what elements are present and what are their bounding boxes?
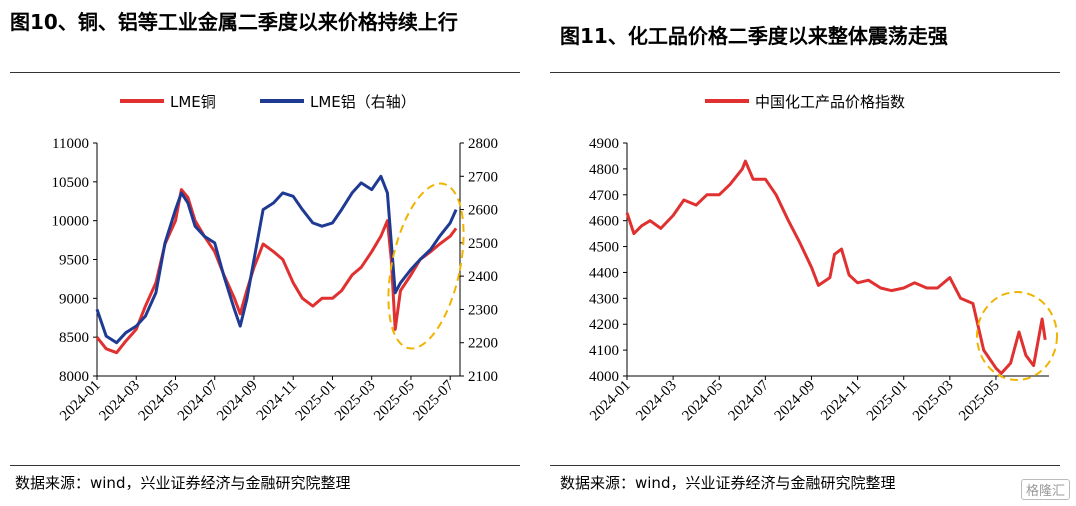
left-source-note: 数据来源：wind，兴业证券经济与金融研究院整理 [15, 474, 351, 492]
left-ytick-left-label: 8000 [59, 369, 89, 385]
left-chart-panel: 图10、铜、铝等工业金属二季度以来价格持续上行 8000 8500 9000 9500… [0, 0, 530, 506]
right-ytick-left-label: 4200 [589, 317, 619, 333]
left-ytick-right-label: 2700 [468, 169, 498, 185]
left-legend-label-0: LME铜 [170, 93, 216, 111]
right-highlight-ellipse [976, 291, 1058, 381]
left-ytick-right-label: 2100 [468, 369, 498, 385]
left-source-rule [10, 465, 520, 466]
right-xtick-label: 2024-09 [772, 378, 819, 425]
left-xtick-label: 2025-07 [410, 377, 457, 424]
right-xtick-label: 2024-03 [633, 378, 680, 425]
right-ytick-left-label: 4600 [589, 214, 619, 230]
left-ytick-left-label: 9500 [59, 253, 89, 269]
right-ytick-left-label: 4300 [589, 291, 619, 307]
right-source-note: 数据来源：wind，兴业证券经济与金融研究院整理 [560, 474, 896, 492]
left-chart-title: 图10、铜、铝等工业金属二季度以来价格持续上行 [10, 10, 458, 34]
left-xtick-label: 2024-03 [96, 378, 143, 425]
right-xtick-label: 2025-01 [864, 378, 911, 425]
right-chart-title: 图11、化工品价格二季度以来整体震荡走强 [560, 24, 948, 48]
watermark-logo: 格隆汇 [1020, 479, 1070, 500]
left-ytick-left-label: 8500 [59, 330, 89, 346]
left-xtick-label: 2025-01 [293, 378, 340, 425]
left-series-line-1 [95, 174, 458, 345]
left-title-rule [10, 72, 520, 73]
left-highlight-ellipse [387, 182, 465, 350]
right-xtick-label: 2025-03 [910, 378, 957, 425]
left-ytick-right-label: 2800 [468, 136, 498, 152]
right-ytick-left-label: 4000 [589, 369, 619, 385]
right-ytick-left-label: 4800 [589, 162, 619, 178]
left-xtick-label: 2024-05 [136, 378, 183, 425]
left-xtick-label: 2024-07 [175, 377, 222, 424]
left-ytick-right-label: 2200 [468, 336, 498, 352]
right-xtick-label: 2024-11 [818, 378, 864, 424]
right-ytick-left-label: 4100 [589, 343, 619, 359]
left-ytick-left-label: 10000 [52, 214, 90, 230]
right-chart-panel: 图11、化工品价格二季度以来整体震荡走强 4000 4100 4200 4300 440… [545, 0, 1076, 506]
right-xtick-label: 2025-05 [956, 378, 1003, 425]
right-chart: 4000 4100 4200 4300 4400 4500 4600 4700 4800 4900… [587, 93, 1058, 425]
left-xtick-label: 2024-09 [214, 378, 261, 425]
right-ytick-left-label: 4400 [589, 265, 619, 281]
left-ytick-right-label: 2300 [468, 302, 498, 318]
right-legend-label-0: 中国化工产品价格指数 [755, 93, 905, 111]
left-ytick-left-label: 11000 [52, 136, 89, 152]
right-xtick-label: 2024-07 [726, 377, 773, 424]
left-ytick-left-label: 10500 [52, 175, 90, 191]
right-title-rule [550, 72, 1060, 73]
left-ytick-right-label: 2500 [468, 236, 498, 252]
left-ytick-left-label: 9000 [59, 291, 89, 307]
left-chart: 8000 8500 9000 9500 10000 10500 11000 2100 2200 2… [52, 93, 499, 425]
right-series-line-0 [625, 159, 1047, 375]
left-ytick-right-label: 2600 [468, 203, 498, 219]
right-ytick-left-label: 4900 [589, 136, 619, 152]
left-legend-label-1: LME铝（右轴） [310, 93, 416, 111]
left-ytick-right-label: 2400 [468, 269, 498, 285]
left-xtick-label: 2025-03 [332, 378, 379, 425]
right-source-rule [550, 465, 1060, 466]
right-xtick-label: 2024-05 [679, 378, 726, 425]
right-ytick-left-label: 4700 [589, 188, 619, 204]
left-series-line-0 [95, 188, 458, 355]
right-ytick-left-label: 4500 [589, 240, 619, 256]
left-xtick-label: 2025-05 [371, 378, 418, 425]
left-xtick-label: 2024-11 [254, 378, 300, 424]
